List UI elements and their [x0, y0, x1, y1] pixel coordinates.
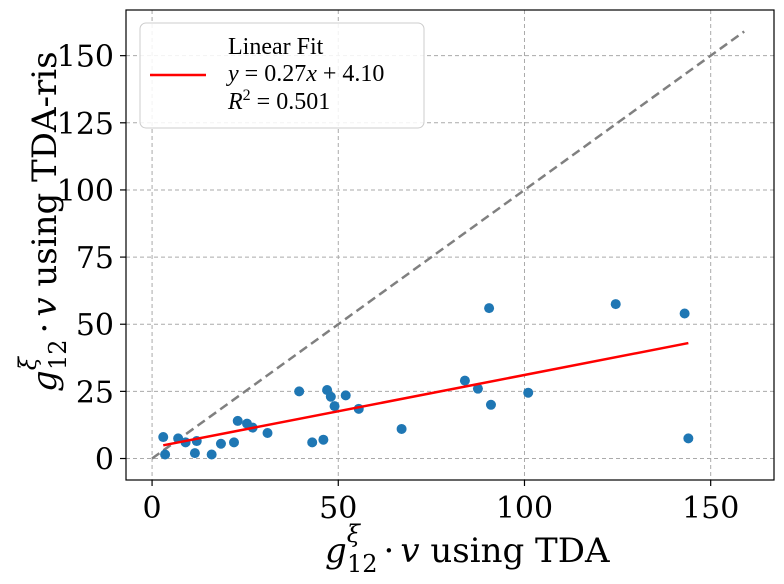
legend-box [139, 22, 425, 129]
x-label-rest: using TDA [420, 531, 610, 571]
y-tick-label: 25 [76, 375, 114, 410]
y-label-sub: 12 [44, 339, 72, 370]
identity-line [151, 30, 745, 460]
y-label-g: g [25, 370, 65, 392]
y-tick-label: 125 [57, 107, 114, 142]
y-tick-label: 75 [76, 241, 114, 276]
y-axis-ticks: 0 25 50 75 100 125 150 [57, 40, 126, 478]
scatter-point [158, 432, 169, 443]
y-tick-label: 150 [57, 40, 114, 75]
x-label-v: v [400, 531, 419, 571]
y-tick-label: 0 [95, 443, 114, 478]
fit-line [163, 341, 689, 447]
x-axis-label: gξ 12 · v using TDA [325, 520, 610, 578]
scatter-points [158, 299, 694, 460]
scatter-point [215, 438, 226, 449]
x-tick-label: 50 [319, 491, 357, 526]
fit-line-group [163, 341, 689, 447]
scatter-point [610, 299, 621, 310]
scatter-point [340, 390, 351, 401]
x-tick-label: 0 [143, 491, 162, 526]
legend-title: Linear Fit [228, 34, 324, 60]
y-tick-label: 50 [76, 308, 114, 343]
x-label-sub: 12 [347, 550, 378, 578]
scatter-point [459, 375, 470, 386]
x-axis-ticks: 0 50 100 150 [143, 480, 739, 526]
scatter-point [160, 449, 171, 460]
x-label-dot: · [384, 531, 395, 571]
scatter-point [232, 415, 243, 426]
x-label-g: g [325, 531, 347, 571]
scatter-point [396, 423, 407, 434]
scatter-point [318, 434, 329, 445]
scatter-point [325, 391, 336, 402]
legend: Linear Fit y = 0.27x + 4.10 R2 = 0.501 [139, 22, 425, 129]
legend-r2-sup: 2 [243, 87, 251, 104]
scatter-point [307, 437, 318, 448]
x-tick-label: 100 [496, 491, 553, 526]
legend-r2-rhs: = 0.501 [251, 89, 331, 115]
y-label-rest: using TDA-ris [25, 51, 65, 297]
y-label-v: v [25, 297, 65, 316]
scatter-point [189, 448, 200, 459]
legend-eq-rhs: = 0.27 [245, 61, 307, 87]
identity-line-group [151, 30, 745, 460]
scatter-point [523, 387, 534, 398]
scatter-point [683, 433, 694, 444]
legend-r2: R2 = 0.501 [227, 87, 330, 115]
scatter-point [329, 401, 340, 412]
scatter-point [484, 303, 495, 314]
scatter-point [472, 383, 483, 394]
scatter-point [294, 386, 305, 397]
legend-eq-tail: + 4.10 [317, 61, 385, 87]
legend-eq-y: y [226, 61, 239, 87]
legend-eq-x: x [305, 61, 317, 87]
legend-r2-r: R [227, 89, 243, 115]
y-label-dot: · [25, 323, 65, 334]
y-label-sup: ξ [14, 355, 42, 370]
scatter-point [262, 428, 273, 438]
legend-equation: y = 0.27x + 4.10 [226, 61, 384, 87]
axes-frame [125, 9, 775, 481]
scatter-point [679, 308, 690, 319]
y-tick-label: 100 [57, 174, 114, 209]
x-tick-label: 150 [682, 491, 739, 526]
scatter-point [206, 449, 217, 460]
x-label-sup: ξ [347, 520, 362, 548]
scatter-point [229, 437, 239, 448]
y-axis-label: gξ12 · v using TDA-ris [14, 51, 72, 392]
scatter-point [485, 399, 496, 410]
